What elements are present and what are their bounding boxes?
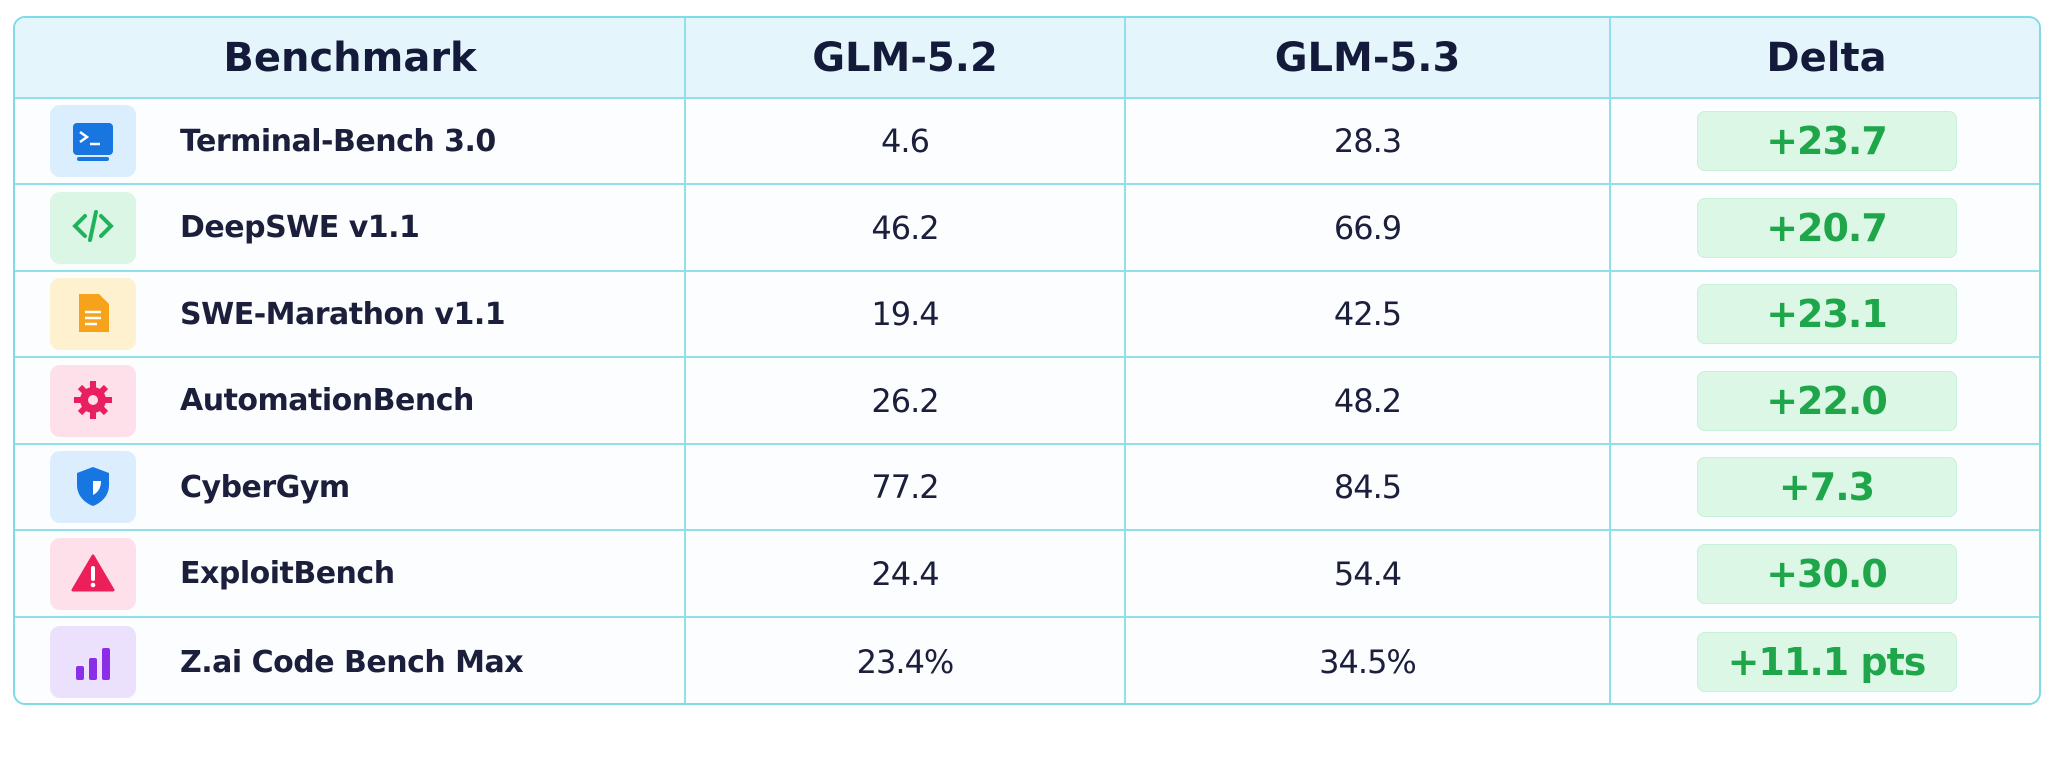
- column-divider: [1124, 18, 1126, 703]
- benchmark-table: Benchmark GLM-5.2 GLM-5.3 Delta Terminal-Ben…: [13, 16, 2041, 705]
- cell-text: 24.4: [871, 554, 939, 593]
- row-divider: [15, 529, 2039, 531]
- icon-glyph: [73, 123, 113, 161]
- benchmark-name: Terminal-Bench 3.0: [15, 98, 685, 184]
- header-cell: GLM-5.2: [685, 18, 1125, 98]
- cell-text: SWE-Marathon v1.1: [180, 296, 506, 332]
- cell-text: Delta: [1766, 35, 1887, 81]
- cell-text: 19.4: [871, 295, 939, 333]
- row-divider: [15, 97, 2039, 99]
- score-cell: 66.9: [1125, 184, 1610, 271]
- cell-text: 28.3: [1333, 122, 1402, 160]
- row-divider: [15, 270, 2039, 272]
- cell-text: DeepSWE v1.1: [180, 210, 420, 245]
- benchmark-icon: [50, 105, 136, 177]
- cell-text: 48.2: [1333, 381, 1402, 420]
- delta-cell: +11.1 pts: [1610, 617, 2039, 703]
- score-cell: 34.5%: [1125, 617, 1610, 703]
- delta-cell: +22.0: [1610, 357, 2039, 444]
- score-cell: 48.2: [1125, 357, 1610, 444]
- cell-text: +22.0: [1766, 378, 1888, 423]
- cell-text: AutomationBench: [180, 383, 474, 418]
- score-cell: 28.3: [1125, 98, 1610, 184]
- delta-badge: +30.0: [1696, 543, 1957, 604]
- icon-glyph: [79, 294, 109, 332]
- icon-glyph: [77, 467, 109, 506]
- icon-glyph: [72, 209, 114, 242]
- delta-cell: +7.3: [1610, 444, 2039, 530]
- row-divider: [15, 183, 2039, 185]
- cell-text: +23.1: [1766, 292, 1888, 336]
- cell-text: CyberGym: [180, 469, 350, 505]
- delta-cell: +23.1: [1610, 271, 2039, 357]
- cell-text: +11.1 pts: [1727, 640, 1927, 684]
- column-divider: [684, 18, 686, 703]
- cell-text: 66.9: [1333, 208, 1402, 247]
- row-divider: [15, 356, 2039, 358]
- benchmark-icon: [50, 451, 136, 523]
- icon-glyph: [74, 380, 112, 419]
- header-cell: Delta: [1610, 18, 2039, 98]
- benchmark-icon: [50, 537, 136, 610]
- cell-text: 26.2: [871, 381, 939, 420]
- score-cell: 84.5: [1125, 444, 1610, 530]
- benchmark-name: SWE-Marathon v1.1: [15, 271, 685, 357]
- score-cell: 26.2: [685, 357, 1125, 444]
- score-cell: 24.4: [685, 530, 1125, 617]
- score-cell: 46.2: [685, 184, 1125, 271]
- benchmark-icon: [50, 278, 136, 350]
- benchmark-icon: [50, 626, 136, 698]
- header-cell: Benchmark: [15, 18, 685, 98]
- score-cell: 4.6: [685, 98, 1125, 184]
- column-divider: [1609, 18, 1611, 703]
- row-divider: [15, 616, 2039, 618]
- cell-text: GLM-5.3: [1274, 35, 1461, 81]
- icon-glyph: [71, 554, 115, 591]
- delta-badge: +7.3: [1696, 457, 1957, 517]
- cell-text: 54.4: [1333, 554, 1402, 593]
- cell-text: 42.5: [1333, 295, 1402, 333]
- delta-cell: +20.7: [1610, 184, 2039, 271]
- score-cell: 42.5: [1125, 271, 1610, 357]
- delta-badge: +11.1 pts: [1696, 632, 1957, 692]
- cell-text: 46.2: [871, 208, 939, 247]
- score-cell: 54.4: [1125, 530, 1610, 617]
- cell-text: 77.2: [871, 468, 939, 506]
- cell-text: +7.3: [1778, 465, 1875, 509]
- cell-text: Z.ai Code Bench Max: [180, 644, 524, 680]
- delta-badge: +23.7: [1696, 111, 1957, 171]
- benchmark-icon: [50, 364, 136, 437]
- delta-badge: +22.0: [1696, 370, 1957, 431]
- benchmark-icon: [50, 191, 136, 264]
- score-cell: 23.4%: [685, 617, 1125, 703]
- cell-text: Benchmark: [223, 35, 477, 81]
- benchmark-name: AutomationBench: [15, 357, 685, 444]
- score-cell: 77.2: [685, 444, 1125, 530]
- cell-text: ExploitBench: [180, 556, 395, 591]
- icon-glyph: [76, 648, 110, 680]
- delta-cell: +23.7: [1610, 98, 2039, 184]
- header-cell: GLM-5.3: [1125, 18, 1610, 98]
- cell-text: 34.5%: [1319, 643, 1417, 681]
- row-divider: [15, 443, 2039, 445]
- cell-text: +20.7: [1766, 205, 1888, 250]
- delta-badge: +23.1: [1696, 284, 1957, 344]
- cell-text: 23.4%: [856, 643, 955, 681]
- benchmark-name: DeepSWE v1.1: [15, 184, 685, 271]
- benchmark-name: CyberGym: [15, 444, 685, 530]
- header-row: [15, 18, 2039, 98]
- cell-text: +23.7: [1766, 119, 1888, 163]
- cell-text: GLM-5.2: [812, 35, 998, 81]
- delta-badge: +20.7: [1696, 197, 1957, 258]
- benchmark-name: ExploitBench: [15, 530, 685, 617]
- cell-text: 4.6: [881, 122, 930, 160]
- cell-text: 84.5: [1333, 468, 1402, 506]
- cell-text: Terminal-Bench 3.0: [180, 123, 496, 159]
- delta-cell: +30.0: [1610, 530, 2039, 617]
- score-cell: 19.4: [685, 271, 1125, 357]
- cell-text: +30.0: [1766, 551, 1888, 596]
- benchmark-name: Z.ai Code Bench Max: [15, 617, 685, 703]
